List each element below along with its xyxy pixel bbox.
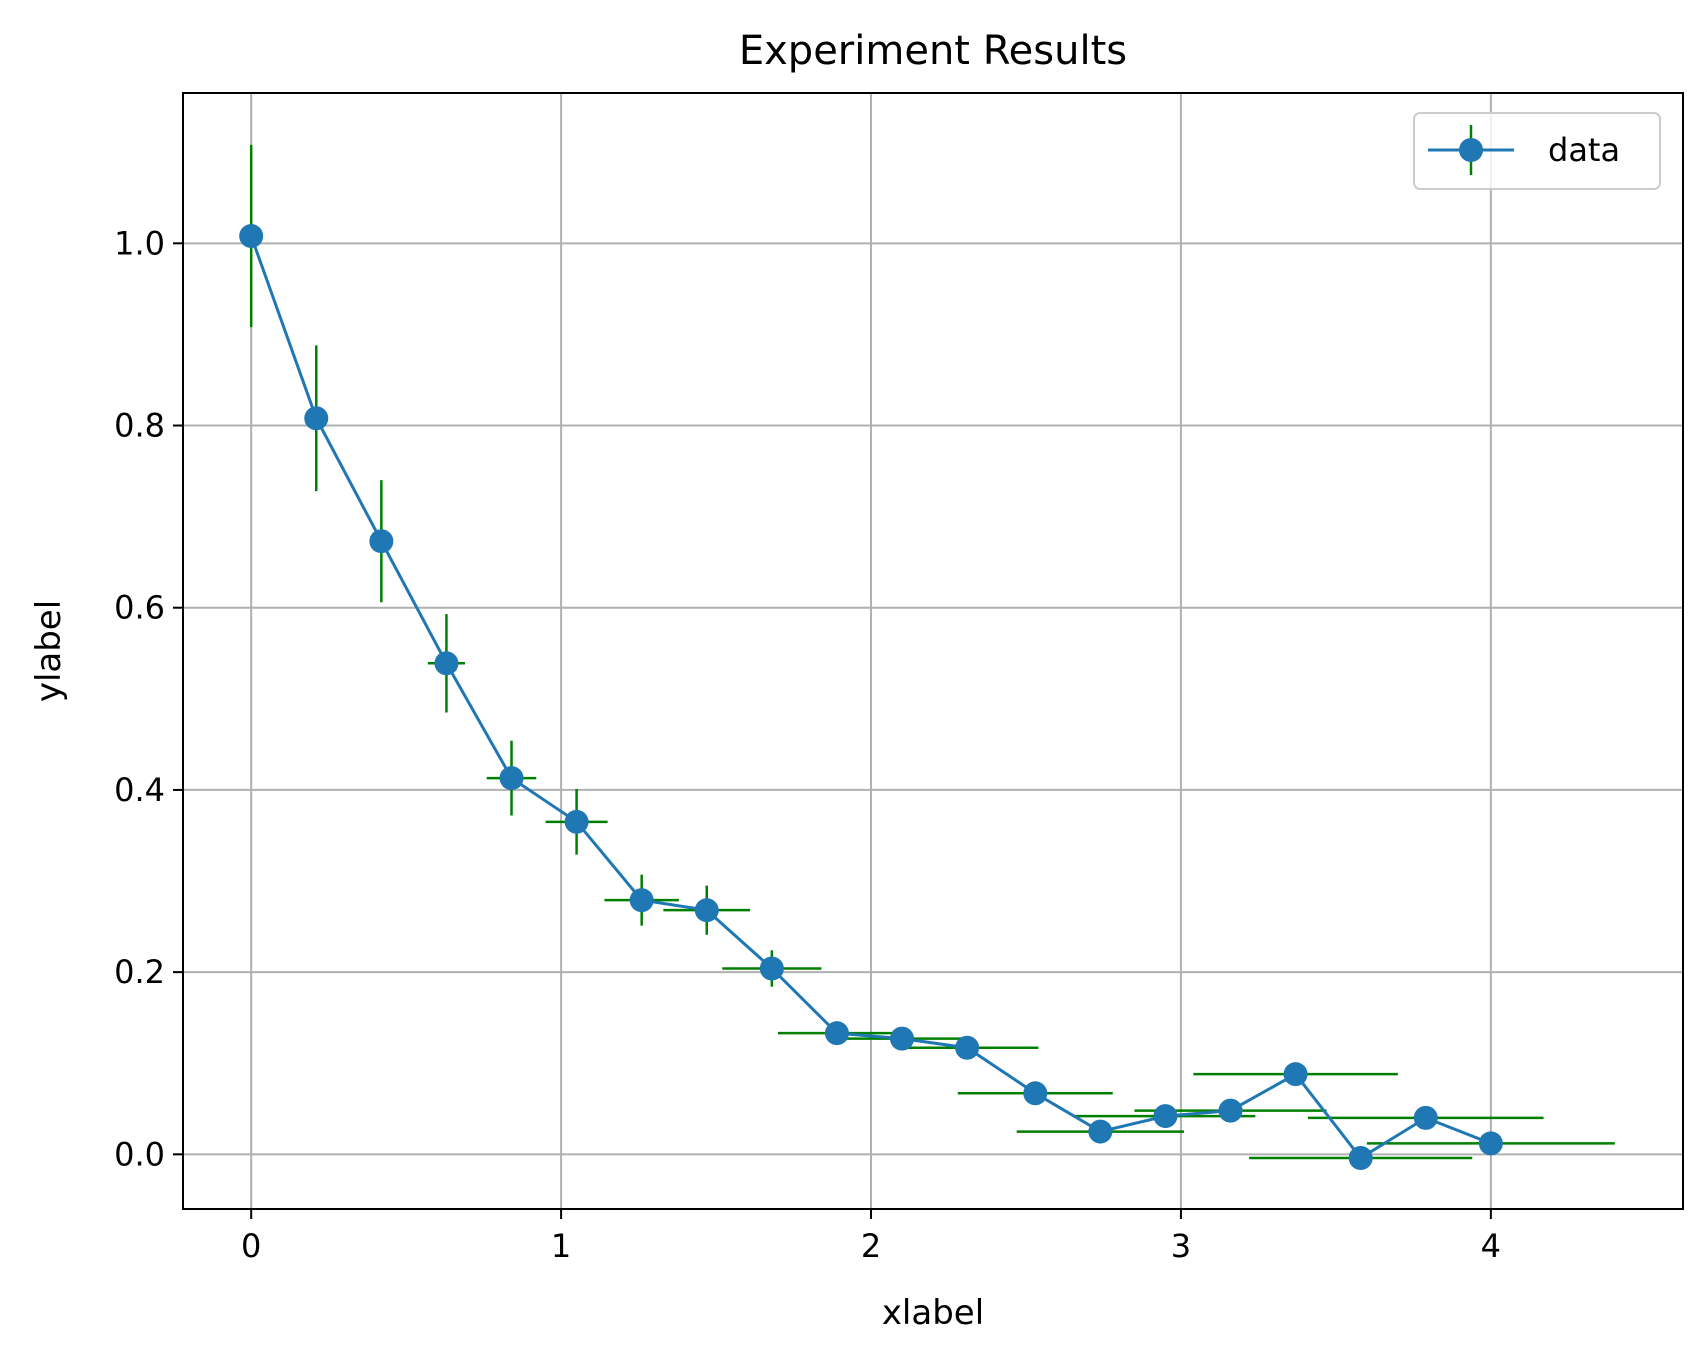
data-point [1023, 1081, 1048, 1106]
legend-label-data: data [1548, 131, 1620, 169]
data-point [239, 224, 264, 249]
y-axis-label: ylabel [29, 600, 69, 702]
data-point [1478, 1131, 1503, 1156]
y-tick-label: 1.0 [114, 224, 165, 262]
data-point [759, 956, 784, 981]
series-line [249, 235, 1492, 1160]
x-tick-label: 0 [241, 1227, 261, 1265]
data-point [1153, 1104, 1178, 1129]
data-markers [239, 224, 1503, 1170]
data-point [1283, 1062, 1308, 1087]
data-point [824, 1021, 849, 1046]
data-point [955, 1035, 980, 1060]
data-point [564, 809, 589, 834]
data-point [890, 1026, 915, 1051]
x-tick-label: 1 [551, 1227, 571, 1265]
data-point [434, 651, 459, 676]
data-point [304, 406, 329, 431]
x-tick-label: 2 [861, 1227, 881, 1265]
y-axis-ticks: 0.0 0.2 0.4 0.6 0.8 1.0 [114, 224, 183, 1173]
x-tick-label: 4 [1481, 1227, 1501, 1265]
data-point [629, 888, 654, 913]
legend: data [1413, 112, 1661, 190]
data-point [694, 898, 719, 923]
legend-swatch-marker [1459, 138, 1483, 162]
plot-area-frame [182, 92, 1684, 1210]
series-lines [249, 235, 1492, 1160]
legend-box [1413, 112, 1661, 190]
data-point [499, 766, 524, 791]
x-axis-ticks: 0 1 2 3 4 [241, 1209, 1501, 1265]
legend-swatch-data [1428, 125, 1514, 175]
x-axis-label: xlabel [882, 1293, 984, 1333]
chart-title: Experiment Results [739, 28, 1127, 74]
data-point [1348, 1145, 1373, 1170]
data-point [1413, 1105, 1438, 1130]
y-tick-label: 0.2 [114, 953, 165, 991]
y-tick-label: 0.4 [114, 771, 165, 809]
y-tick-label: 0.8 [114, 407, 165, 445]
grid-lines [183, 93, 1683, 1209]
data-point [1088, 1119, 1113, 1144]
x-tick-label: 3 [1171, 1227, 1191, 1265]
data-point [1218, 1098, 1243, 1123]
data-point [369, 529, 394, 554]
y-tick-label: 0.0 [114, 1135, 165, 1173]
y-tick-label: 0.6 [114, 589, 165, 627]
